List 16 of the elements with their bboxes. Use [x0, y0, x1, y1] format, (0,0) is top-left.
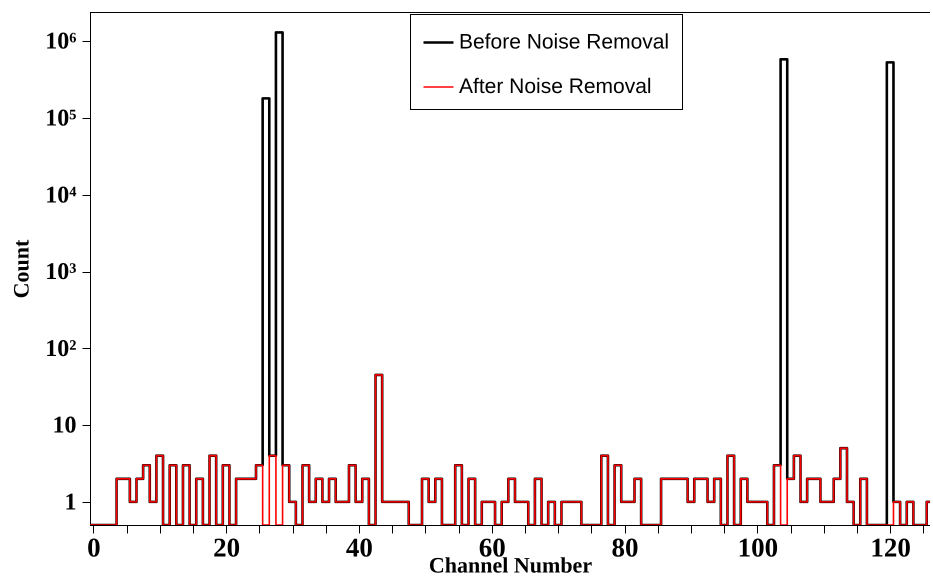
y-tick-label: 1 [64, 489, 76, 516]
x-tick-label: 20 [213, 532, 240, 562]
y-tick-label: 10⁴ [45, 182, 76, 208]
y-tick-label: 10³ [45, 259, 76, 286]
y-tick-label: 10⁶ [45, 28, 76, 55]
legend-label: Before Noise Removal [459, 30, 670, 54]
x-tick-label: 40 [346, 532, 373, 562]
x-tick-label: 120 [870, 532, 911, 562]
y-tick-label: 10 [52, 412, 76, 439]
y-axis-title: Count [8, 238, 34, 298]
y-tick-label: 10⁵ [45, 105, 76, 132]
y-tick-label: 10² [45, 336, 76, 362]
x-tick-label: 0 [87, 532, 101, 562]
x-tick-label: 100 [738, 532, 778, 562]
legend-label: After Noise Removal [459, 75, 652, 98]
x-tick-label: 80 [612, 532, 639, 562]
